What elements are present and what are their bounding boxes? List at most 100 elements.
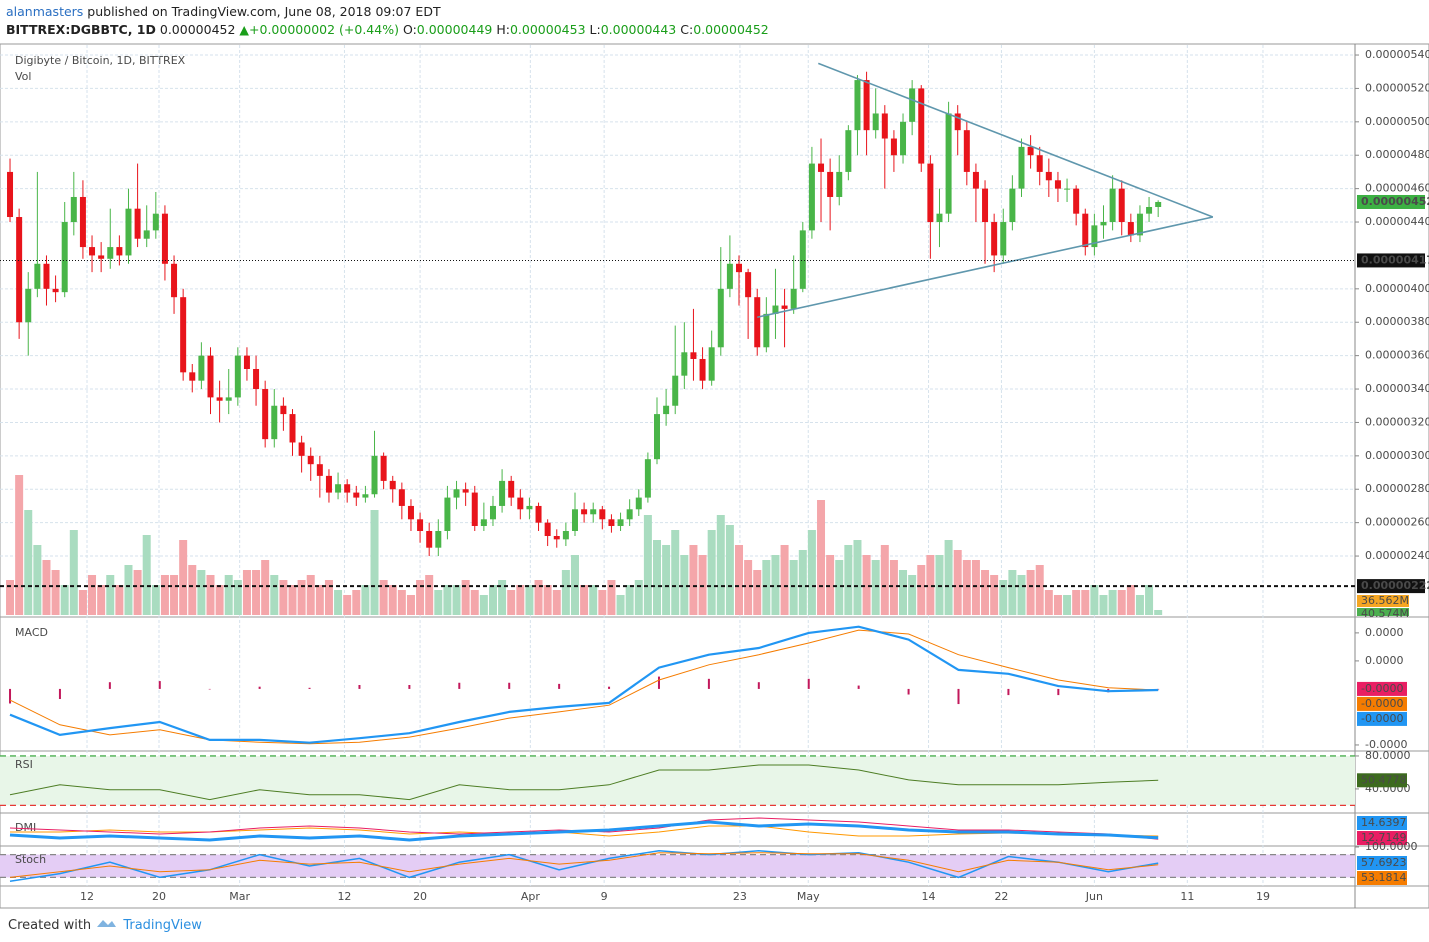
volume-bar: [598, 590, 607, 615]
volume-bar: [561, 570, 570, 615]
volume-bar: [625, 585, 634, 615]
chart-title: Digibyte / Bitcoin, 1D, BITTREX: [15, 54, 186, 67]
volume-bar: [197, 570, 206, 615]
candle-body: [617, 519, 624, 526]
candle-body: [653, 414, 660, 460]
candle-body: [553, 536, 560, 540]
volume-bar: [233, 580, 242, 615]
candle-body: [982, 188, 989, 223]
volume-bar: [170, 575, 179, 615]
candle-body: [180, 297, 187, 373]
volume-bar: [1108, 590, 1117, 615]
ohlc-value: 0.00000443: [600, 22, 677, 37]
histogram-bar: [208, 688, 211, 690]
volume-label: 36.562M: [1361, 594, 1409, 607]
volume-bar: [953, 550, 962, 615]
y-tick-label: 0.00000260: [1365, 516, 1429, 529]
volume-bar: [1063, 595, 1072, 615]
value-label: -0.0000: [1361, 697, 1403, 710]
histogram-bar: [558, 683, 561, 689]
candle-body: [52, 288, 59, 293]
volume-bar: [1126, 585, 1135, 615]
candle-body: [745, 272, 752, 298]
histogram-bar: [308, 687, 311, 689]
author[interactable]: alanmasters: [6, 4, 84, 19]
candle-body: [234, 355, 241, 398]
volume-bar: [971, 560, 980, 615]
volume-label-box: [1357, 595, 1409, 607]
y-tick-label: 0.00000340: [1365, 382, 1429, 395]
indicator-line: [9, 629, 1159, 745]
candle-body: [134, 208, 141, 239]
candle-body: [508, 480, 515, 498]
volume-bar: [1090, 585, 1099, 615]
candle-body: [909, 88, 916, 122]
volume-bar: [516, 585, 525, 615]
ohlc-value: 0.00000449: [416, 22, 493, 37]
x-tick-label: Apr: [521, 890, 541, 903]
histogram-bar: [108, 682, 111, 689]
indicator-title: RSI: [15, 758, 33, 771]
volume-bar: [388, 585, 397, 615]
candle-body: [453, 489, 460, 498]
candle-body: [171, 263, 178, 298]
volume-bar: [753, 570, 762, 615]
volume-bar: [899, 570, 908, 615]
volume-bar: [589, 585, 598, 615]
candle-body: [435, 530, 442, 548]
candle-body: [535, 505, 542, 523]
volume-bar: [935, 555, 944, 615]
volume-bar: [762, 560, 771, 615]
candle-body: [1109, 188, 1116, 223]
candle-body: [963, 130, 970, 172]
candle-body: [1000, 222, 1007, 256]
candle-body: [43, 263, 50, 289]
indicator-title: Stoch: [15, 853, 46, 866]
candle-body: [462, 489, 469, 493]
value-label: 50.4778: [1361, 773, 1407, 786]
candle-body: [526, 505, 533, 510]
candle-body: [827, 171, 834, 197]
volume-bar: [507, 590, 516, 615]
candle-body: [1082, 213, 1089, 248]
value-label-box: [1357, 871, 1407, 885]
price-label: 0.00000417: [1361, 253, 1429, 266]
price-label: 0.00000222: [1361, 579, 1429, 592]
volume-bar: [889, 560, 898, 615]
volume-bar: [461, 580, 470, 615]
candle-body: [854, 80, 861, 131]
volume-bar: [334, 590, 343, 615]
brand[interactable]: TradingView: [123, 918, 202, 933]
candle-body: [1091, 225, 1098, 248]
volume-label-box: [1357, 608, 1409, 616]
candle-body: [444, 497, 451, 531]
candle-body: [161, 213, 168, 264]
volume-bar: [261, 560, 270, 615]
volume-bar: [807, 530, 816, 615]
price-label: 0.00000452: [1361, 195, 1429, 208]
candle-body: [389, 480, 396, 490]
y-tick-label: 0.00000280: [1365, 482, 1429, 495]
y-tick-label: 0.0000: [1365, 654, 1404, 667]
volume-bar: [716, 515, 725, 615]
value-label: -0.0000: [1361, 682, 1403, 695]
histogram-bar: [9, 688, 12, 704]
volume-bar: [425, 575, 434, 615]
candle-body: [544, 522, 551, 537]
indicator-line: [9, 850, 1159, 882]
histogram-bar: [358, 685, 361, 689]
candle-body: [736, 263, 743, 273]
candle-body: [699, 358, 706, 381]
volume-bar: [306, 575, 315, 615]
volume-bar: [6, 580, 15, 615]
indicator-title: DMI: [15, 821, 36, 834]
volume-bar: [1017, 575, 1026, 615]
price-label-box: [1357, 253, 1425, 268]
volume-bar: [634, 580, 643, 615]
value-label-box: [1357, 773, 1407, 788]
candle-body: [754, 297, 761, 348]
candle-body: [271, 405, 278, 440]
ohlc-value: 0.00000453: [509, 22, 586, 37]
y-tick-label: 0.00000480: [1365, 148, 1429, 161]
